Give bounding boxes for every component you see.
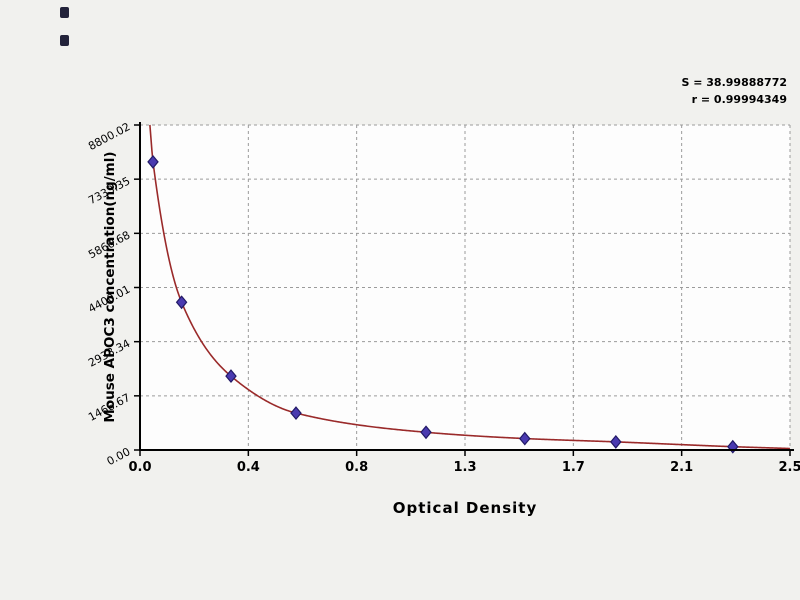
fit-stat-s: S = 38.99888772 [681, 76, 787, 89]
x-tick-label: 2.1 [670, 460, 693, 475]
x-tick-label: 0.8 [345, 460, 368, 475]
standard-point-marker [290, 406, 302, 421]
x-tick-label: 1.7 [562, 460, 585, 475]
x-tick-label: 2.5 [778, 460, 800, 475]
corner-artifact-icon [60, 7, 69, 18]
standard-point-marker [175, 295, 188, 310]
x-tick-label: 0.0 [128, 460, 151, 475]
corner-artifact-icon [60, 35, 69, 46]
standard-point-marker [420, 425, 432, 440]
x-tick-label: 1.3 [453, 460, 476, 475]
standard-point-marker [610, 434, 622, 449]
x-tick-label: 0.4 [237, 460, 260, 475]
fit-stat-r: r = 0.99994349 [691, 93, 787, 107]
x-axis-title: Optical Density [392, 499, 538, 517]
y-axis-title: Mouse APOC3 concentration(ng/ml) [102, 151, 118, 423]
standard-point-marker [225, 369, 237, 384]
standard-point-marker [147, 154, 159, 169]
standard-point-marker [519, 431, 531, 446]
fit-statistics: S = 38.99888772 r = 0.99994349 [681, 74, 787, 108]
standard-curve-line [149, 124, 791, 450]
y-tick-label: 8800.02 [86, 120, 132, 153]
